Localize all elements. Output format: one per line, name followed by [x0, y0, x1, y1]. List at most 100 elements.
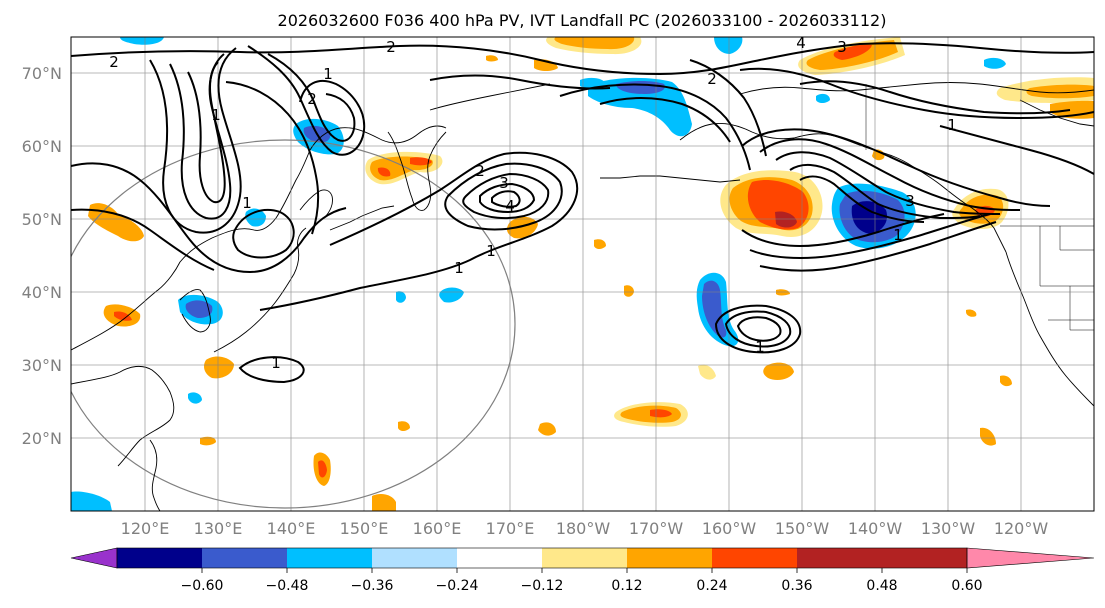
contour-west-trough-4 [247, 45, 366, 156]
contour-arctic-ridge-3 [599, 97, 731, 143]
pv-patch-arctic-negative-3 [120, 37, 164, 45]
contour-label: 4 [796, 34, 806, 52]
contour-label: 1 [242, 194, 252, 212]
pv-patch-se-blob-2 [698, 364, 716, 380]
colorbar-segment [287, 548, 372, 568]
pv-patch-taiwan-strait-red [114, 311, 132, 321]
contour-hawaii-low-1 [714, 304, 802, 354]
colorbar-segment [627, 548, 712, 568]
pv-patch-gulf-alaska-darkred [775, 211, 797, 228]
pv-patch-northpacific-negative [439, 287, 464, 303]
lon-label: 120°W [994, 519, 1049, 538]
contour-gulf-alaska-5 [799, 175, 925, 223]
colorbar-tick-labels: −0.60 −0.48 −0.36 −0.24 −0.12 0.12 0.24 … [181, 578, 983, 594]
colorbar-tick-label: −0.24 [436, 578, 479, 594]
gridlines [71, 37, 1094, 511]
contour-label: 4 [505, 197, 515, 215]
contour-kamchatka-low-4 [479, 182, 536, 214]
lon-label: 120°E [121, 519, 170, 538]
coastline-kurils-aleutians [329, 175, 741, 231]
pv-patch-manchuria-negative [245, 208, 266, 227]
pv-patch-hawaii-red [650, 409, 672, 418]
lon-label: 140°E [267, 519, 316, 538]
pv-patch-se-blob-9 [1000, 375, 1012, 387]
lat-label: 40°N [22, 283, 62, 302]
pv-patch-arctic-red-2 [833, 44, 872, 60]
pv-patch-se-blob-1 [763, 362, 794, 380]
pv-patch-se-blob-13 [486, 55, 498, 62]
coastline-china-south [71, 365, 175, 467]
contour-japan-low [238, 356, 305, 384]
contour-label: 2 [386, 38, 396, 56]
pv-patch-taiwan-negative [188, 392, 202, 404]
colorbar-segment [882, 548, 967, 568]
contour-west-trough-8 [225, 81, 320, 235]
colorbar-segment [797, 548, 882, 568]
map-background [71, 37, 1094, 511]
border-us-states [1039, 226, 1094, 331]
contour-arctic-ridge-4 [689, 59, 767, 157]
contour-kamchatka-low-5 [491, 190, 521, 208]
colorbar-segment [202, 548, 287, 568]
political-borders [865, 84, 1094, 331]
pv-patch-arctic-negative-5 [984, 57, 1006, 69]
colorbar-extend-low [70, 547, 118, 569]
lat-label: 20°N [22, 429, 62, 448]
range-ring [71, 139, 516, 509]
pv-patch-sw-negative [71, 491, 112, 511]
pv-fill-patches [71, 37, 1094, 511]
lon-label: 150°E [340, 519, 389, 538]
colorbar-segment [457, 548, 542, 568]
coastline-canada-north [1019, 99, 1094, 127]
pv-patch-korea-blue [185, 300, 213, 318]
contour-label: 1 [323, 65, 333, 83]
contour-label: 2 [707, 70, 717, 88]
pv-patch-arctic-orange-1 [554, 37, 635, 50]
colorbar-tick-label: 0.48 [866, 578, 897, 594]
contour-label: 1 [947, 116, 957, 134]
contour-label: 3 [905, 192, 915, 210]
coastline-korea [179, 289, 211, 333]
coastline-kamchatka [387, 131, 447, 211]
pv-patch-se-blob-3 [538, 422, 556, 436]
contour-arctic-ridge-6 [799, 80, 1071, 115]
contour-gulf-alaska-1 [741, 128, 1051, 207]
colorbar: −0.60 −0.48 −0.36 −0.24 −0.12 0.12 0.24 … [70, 547, 1095, 594]
coastline-philippines [149, 439, 161, 511]
colorbar-tick-label: 0.36 [781, 578, 812, 594]
pv-contours [71, 42, 1094, 384]
pv-patch-philippine-sea-red [318, 460, 327, 478]
latitude-labels: 70°N 60°N 50°N 40°N 30°N 20°N [22, 64, 62, 448]
lon-label: 140°W [848, 519, 903, 538]
lon-label: 180°W [556, 519, 611, 538]
contour-label: 1 [486, 242, 496, 260]
pv-patch-arctic-negative-2 [714, 37, 743, 54]
contour-labels: 2 2 1 1 2 1 2 3 4 1 1 1 2 4 3 1 3 1 1 [109, 34, 957, 372]
pv-patch-pacific-negative-2 [396, 291, 406, 303]
contour-gulf-alaska-3 [775, 151, 1001, 215]
lat-label: 70°N [22, 64, 62, 83]
colorbar-segment [542, 548, 627, 568]
contour-gulf-alaska-6 [749, 213, 991, 259]
contour-hawaii-low-2 [724, 310, 792, 348]
lat-label: 30°N [22, 356, 62, 375]
contour-west-trough-1 [149, 47, 242, 234]
contour-west-trough-3 [187, 61, 226, 204]
contour-label: 2 [109, 53, 119, 71]
pv-patch-se-blob-7 [200, 436, 216, 446]
lon-label: 160°E [413, 519, 462, 538]
contour-label: 2 [307, 90, 317, 108]
pv-patch-se-blob-4 [980, 427, 996, 446]
contour-west-trough-9 [232, 209, 295, 259]
coastline-west-us [1005, 251, 1094, 407]
contour-arctic-ridge-2 [559, 83, 751, 171]
pv-patch-okinawa-positive [204, 356, 234, 379]
contour-hawaii-low-3 [736, 316, 782, 342]
pv-patch-arctic-negative-6 [816, 93, 830, 103]
contour-label: 3 [837, 38, 847, 56]
contour-gulf-alaska-4 [789, 164, 981, 220]
colorbar-extend-high [966, 547, 1095, 569]
pv-patch-arctic-orange-3 [1026, 84, 1094, 99]
